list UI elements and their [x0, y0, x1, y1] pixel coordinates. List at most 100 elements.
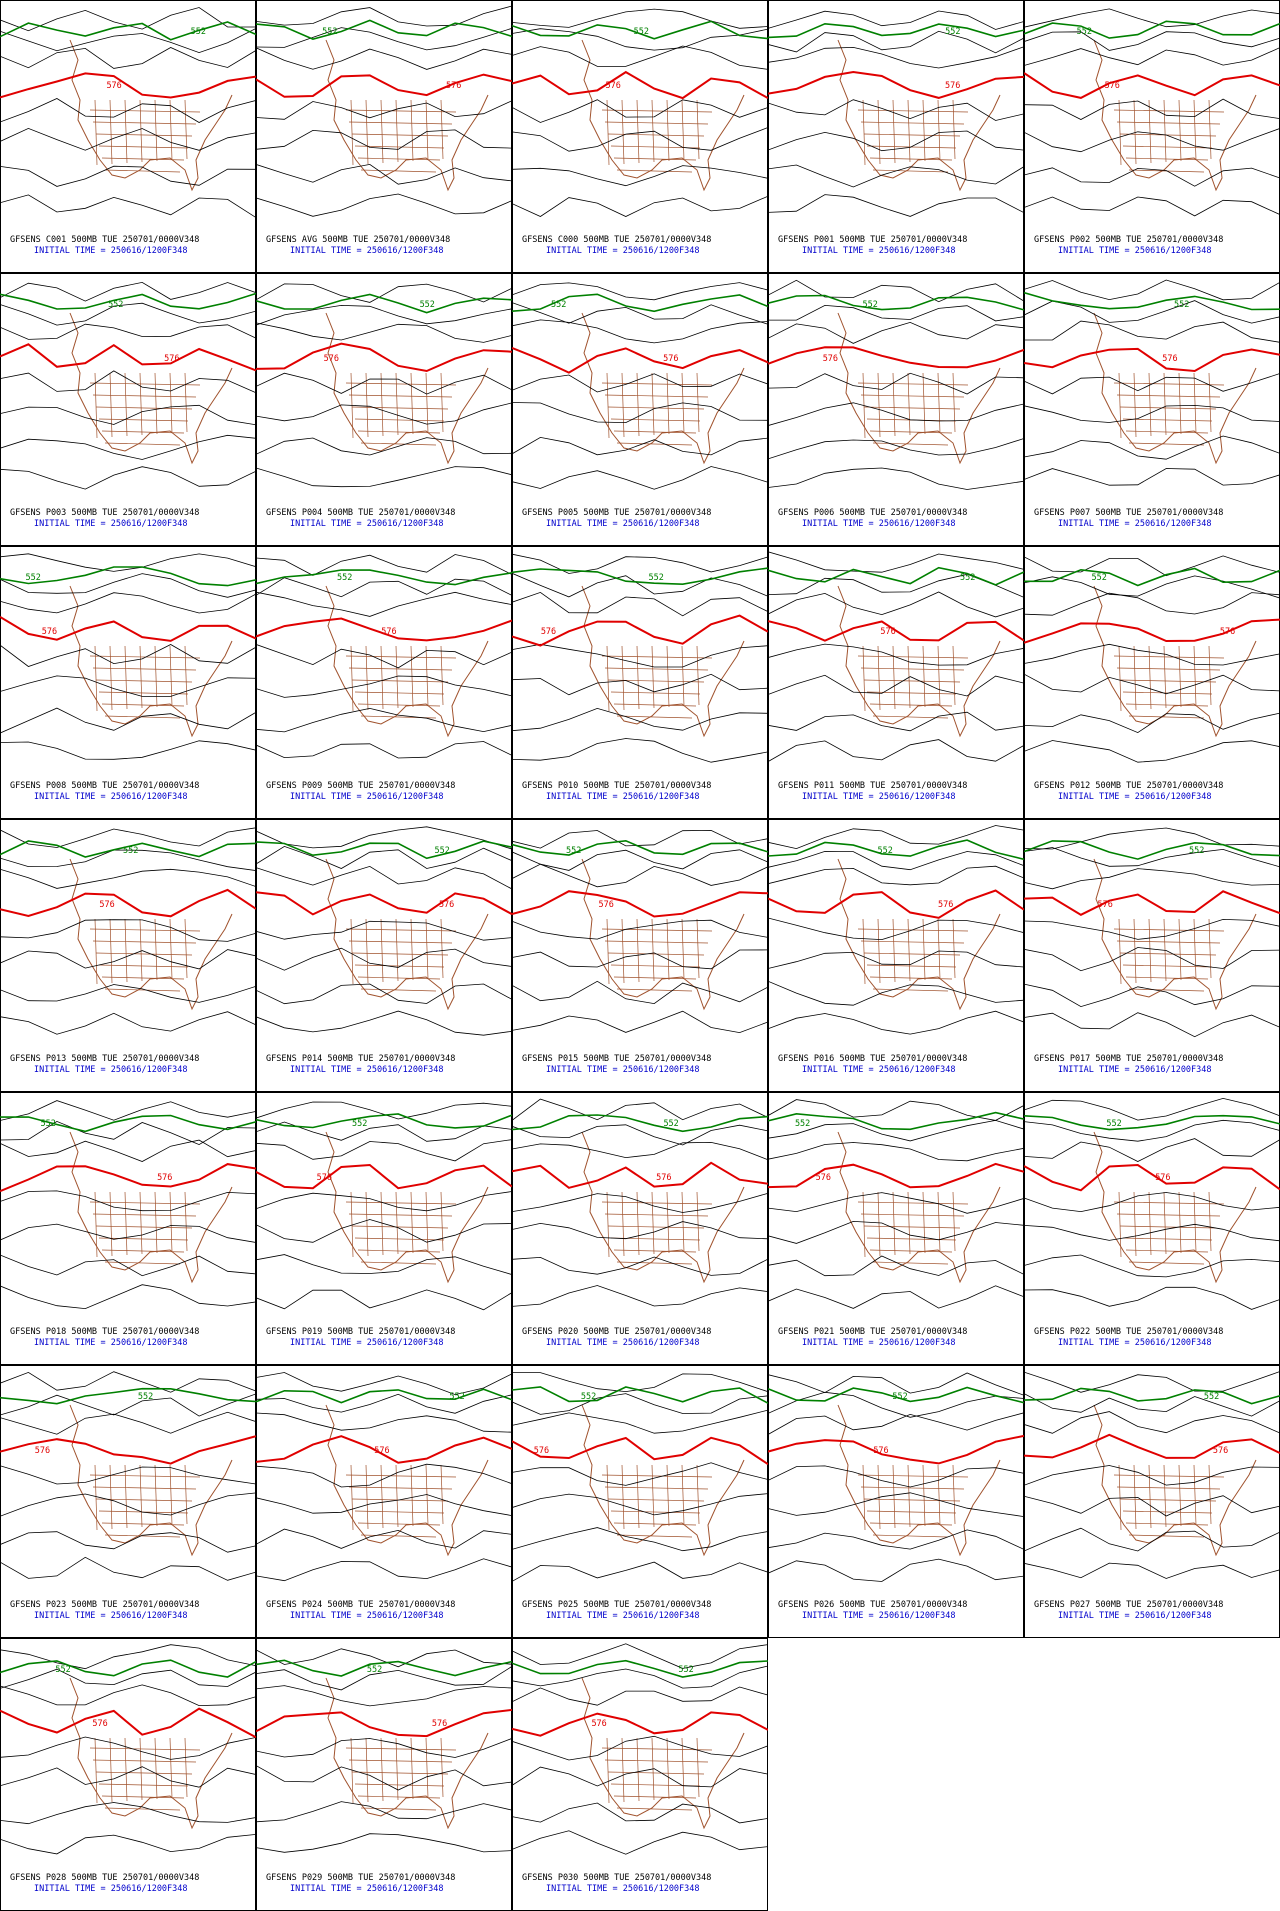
- height-contour: [256, 1393, 512, 1414]
- state-border: [89, 1201, 201, 1205]
- height-contour: [1024, 555, 1280, 577]
- map-panel: 552 576 GFSENS P013 500MB TUE 250701/0000V…: [0, 819, 256, 1092]
- caption-bg: [1, 779, 255, 817]
- panel-init-time: INITIAL TIME = 250616/1200F348: [34, 1611, 188, 1621]
- map-panel: 552 576 GFSENS P016 500MB TUE 250701/0000V…: [768, 819, 1024, 1092]
- state-border: [360, 988, 437, 992]
- panel-init-time: INITIAL TIME = 250616/1200F348: [1058, 1611, 1212, 1621]
- panel-init-time: INITIAL TIME = 250616/1200F348: [1058, 1065, 1212, 1075]
- state-border: [354, 418, 445, 422]
- contour-label: 576: [439, 900, 454, 910]
- contour-label: 552: [26, 573, 41, 583]
- height-contour: [0, 827, 256, 848]
- height-contour: [1024, 1465, 1280, 1486]
- state-border: [604, 1759, 709, 1763]
- contour-label: 552: [108, 300, 123, 310]
- state-border: [907, 372, 911, 436]
- state-border: [863, 1498, 961, 1502]
- state-border: [1208, 645, 1212, 706]
- coastline: [1093, 1404, 1257, 1557]
- height-contour: [1024, 320, 1280, 343]
- state-border: [94, 99, 98, 166]
- state-border: [892, 918, 896, 983]
- contour-576: [256, 891, 512, 916]
- state-border: [604, 1486, 709, 1490]
- map-panel: 552 576 GFSENS P002 500MB TUE 250701/0000V…: [1024, 0, 1280, 273]
- contour-label: 576: [1105, 81, 1120, 91]
- state-border: [681, 918, 685, 980]
- state-border: [1122, 964, 1213, 968]
- panel-init-time: INITIAL TIME = 250616/1200F348: [290, 1338, 444, 1348]
- height-contour: [1024, 1393, 1280, 1417]
- panel-init-time: INITIAL TIME = 250616/1200F348: [34, 1065, 188, 1075]
- panel-border: [512, 0, 768, 273]
- state-border: [169, 918, 173, 980]
- height-contour: [512, 673, 768, 696]
- state-border: [666, 372, 670, 435]
- state-border: [613, 430, 697, 434]
- height-contour: [1024, 1371, 1280, 1393]
- height-contour: [256, 1738, 512, 1758]
- caption-bg: [257, 1052, 511, 1090]
- height-contour: [0, 1736, 256, 1760]
- height-contour: [512, 1462, 768, 1486]
- state-border: [89, 1747, 201, 1751]
- state-border: [607, 1771, 705, 1775]
- state-border: [1113, 382, 1225, 386]
- state-border: [139, 1464, 143, 1528]
- panel-border: [256, 819, 512, 1092]
- map-panel: 552 576 GFSENS P008 500MB TUE 250701/0000V…: [0, 546, 256, 819]
- state-border: [1193, 1464, 1197, 1526]
- panel-border: [256, 1365, 512, 1638]
- map-panel: 552 576 GFSENS C001 500MB TUE 250701/0000V…: [0, 0, 256, 273]
- height-contour: [512, 1409, 768, 1434]
- state-border: [92, 940, 197, 944]
- state-border: [1193, 99, 1197, 161]
- state-border: [184, 99, 188, 160]
- height-contour: [768, 467, 1024, 490]
- state-border: [606, 918, 610, 985]
- height-contour: [256, 947, 512, 971]
- panel-border: [512, 819, 768, 1092]
- state-border: [862, 645, 866, 712]
- state-border: [636, 372, 640, 437]
- panel-init-time: INITIAL TIME = 250616/1200F348: [34, 519, 188, 529]
- height-contour: [256, 920, 512, 941]
- height-contour: [256, 1494, 512, 1516]
- height-contour: [1024, 196, 1280, 217]
- height-contour: [512, 1010, 768, 1034]
- height-contour: [768, 279, 1024, 303]
- height-contour: [0, 1556, 256, 1581]
- height-contour: [256, 100, 512, 120]
- state-border: [95, 133, 193, 137]
- height-contour: [0, 573, 256, 598]
- contour-552: [0, 1387, 256, 1405]
- contour-label: 552: [663, 1119, 678, 1129]
- contour-label: 576: [541, 627, 556, 637]
- state-border: [440, 1737, 444, 1798]
- state-border: [98, 145, 189, 149]
- coastline: [837, 1131, 1001, 1284]
- height-contour: [512, 849, 768, 871]
- contour-552: [768, 22, 1024, 39]
- state-border: [666, 99, 670, 162]
- coastline: [325, 312, 489, 465]
- height-contour: [512, 466, 768, 490]
- contour-label: 552: [434, 846, 449, 856]
- panel-caption: GFSENS P007 500MB TUE 250701/0000V348: [1034, 508, 1223, 518]
- state-border: [95, 406, 193, 410]
- height-contour: [512, 1527, 768, 1552]
- state-border: [98, 1237, 189, 1241]
- state-border: [607, 1225, 705, 1229]
- height-contour: [1024, 373, 1280, 395]
- state-border: [1193, 1191, 1197, 1253]
- state-border: [1119, 406, 1217, 410]
- state-border: [169, 372, 173, 434]
- state-border: [365, 918, 369, 984]
- panel-border: [1024, 819, 1280, 1092]
- state-border: [109, 1191, 113, 1257]
- contour-label: 576: [446, 81, 461, 91]
- height-contour: [512, 572, 768, 598]
- state-border: [92, 394, 197, 398]
- height-contour: [512, 1802, 768, 1824]
